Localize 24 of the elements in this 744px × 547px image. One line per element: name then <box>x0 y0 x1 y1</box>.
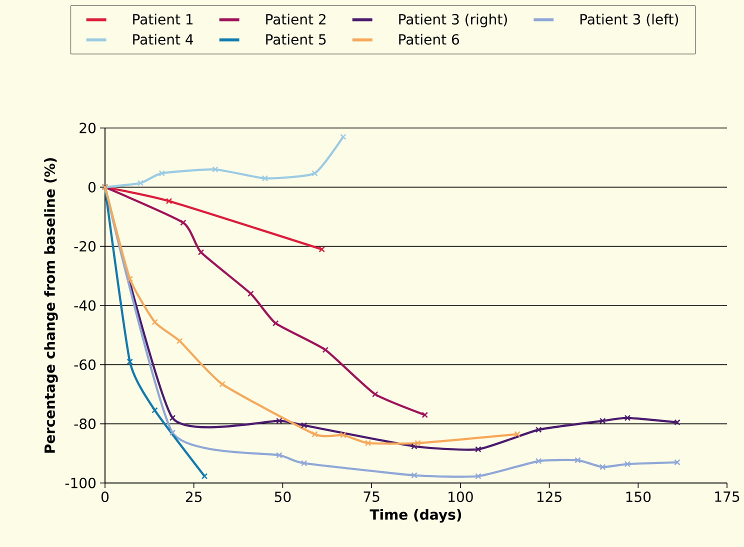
x-tick-label: 125 <box>537 492 562 502</box>
legend-label: Patient 2 <box>266 14 326 25</box>
x-tick-label: 175 <box>715 492 740 502</box>
x-axis-title: Time (days) <box>370 508 462 523</box>
y-tick-label: -40 <box>74 300 96 311</box>
y-axis-title: Percentage change from baseline (%) <box>44 158 58 453</box>
legend-label: Patient 3 (left) <box>580 14 678 26</box>
y-tick-label: -60 <box>74 359 96 370</box>
y-tick-label: 0 <box>88 182 96 192</box>
legend-label: Patient 1 <box>133 14 193 25</box>
y-tick-label: 20 <box>80 122 96 134</box>
x-tick-label: 150 <box>626 492 651 502</box>
y-tick-label: -100 <box>65 478 96 488</box>
legend-label: Patient 4 <box>133 34 194 45</box>
x-tick-label: 25 <box>186 492 202 502</box>
legend-label: Patient 3 (right) <box>399 14 507 28</box>
x-tick-label: 100 <box>448 492 473 502</box>
x-tick-label: 50 <box>274 492 291 502</box>
legend-label: Patient 5 <box>266 34 326 45</box>
y-tick-label: -20 <box>74 241 96 252</box>
x-tick-label: 75 <box>364 492 380 502</box>
legend-label: Patient 6 <box>399 34 460 45</box>
x-tick-label: 0 <box>101 492 109 502</box>
y-tick-label: -80 <box>74 418 96 430</box>
